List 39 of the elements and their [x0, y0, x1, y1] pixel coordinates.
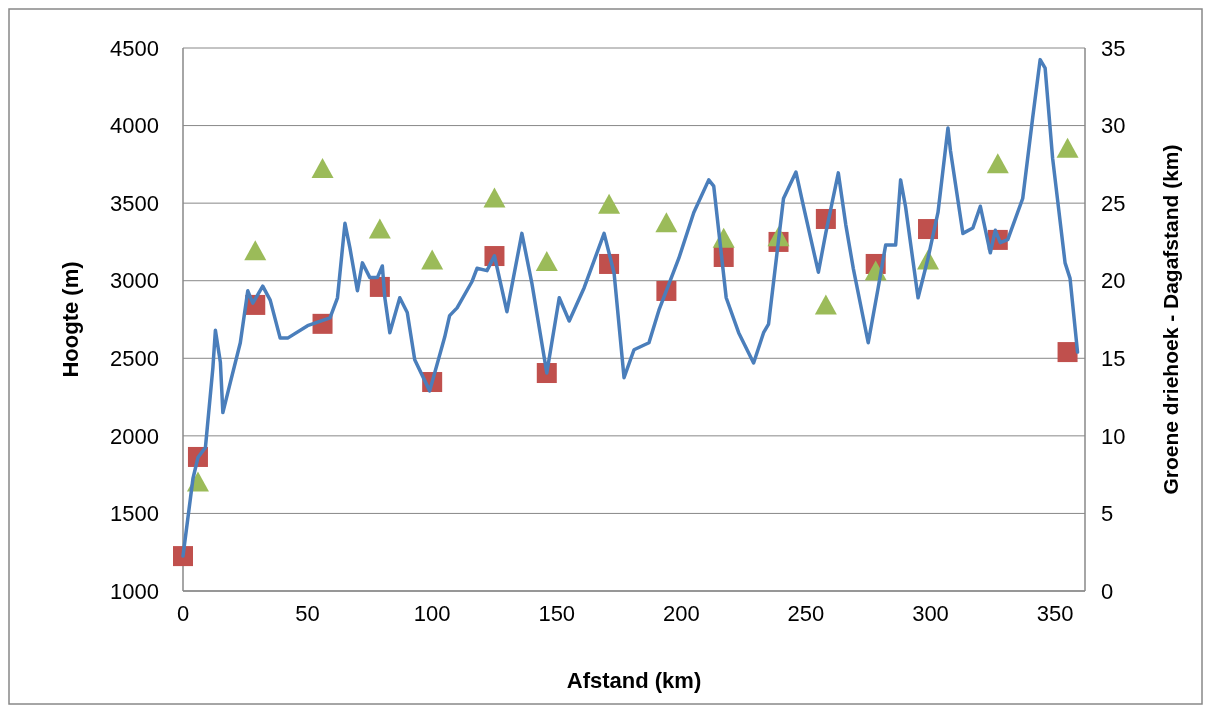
y-tick-label: 1000	[110, 578, 159, 604]
x-tick-label: 100	[413, 601, 451, 626]
x-axis-title: Afstand (km)	[566, 668, 702, 693]
point	[655, 212, 678, 233]
y-tick-label: 1500	[110, 501, 159, 527]
x-tick-label: 50	[295, 601, 320, 626]
point	[483, 187, 506, 208]
y2-tick-label: 35	[1101, 35, 1126, 61]
y2-tick-label: 15	[1101, 345, 1126, 371]
y2-tick-label: 30	[1101, 113, 1126, 139]
point	[368, 218, 391, 239]
point	[814, 294, 837, 315]
x-tick-label: 300	[912, 601, 949, 626]
y-tick-label: 2000	[110, 423, 159, 449]
y2-tick-label: 20	[1101, 268, 1126, 294]
y2-tick-label: 0	[1101, 578, 1114, 604]
y-tick-label: 2500	[110, 345, 159, 371]
point	[421, 249, 444, 270]
point	[311, 158, 334, 179]
point	[244, 240, 267, 261]
y-axis-title: Hoogte (m)	[58, 261, 83, 378]
x-tick-label: 350	[1036, 601, 1074, 626]
y2-tick-label: 10	[1101, 423, 1126, 449]
x-tick-label: 0	[176, 601, 190, 626]
point	[1056, 137, 1079, 158]
y2-tick-label: 25	[1101, 190, 1126, 216]
y-tick-label: 4000	[110, 113, 159, 139]
y-tick-label: 3000	[110, 268, 159, 294]
point	[535, 251, 558, 272]
y2-tick-label: 5	[1101, 501, 1114, 527]
y2-axis-title: Groene driehoek - Dagafstand (km)	[1159, 144, 1182, 495]
x-tick-label: 200	[662, 601, 700, 626]
x-tick-label: 250	[787, 601, 825, 626]
y-tick-label: 4500	[110, 35, 159, 61]
x-tick-label: 150	[538, 601, 576, 626]
point	[986, 153, 1009, 174]
point	[1057, 342, 1078, 363]
y-tick-label: 3500	[110, 190, 159, 216]
point	[598, 193, 621, 214]
